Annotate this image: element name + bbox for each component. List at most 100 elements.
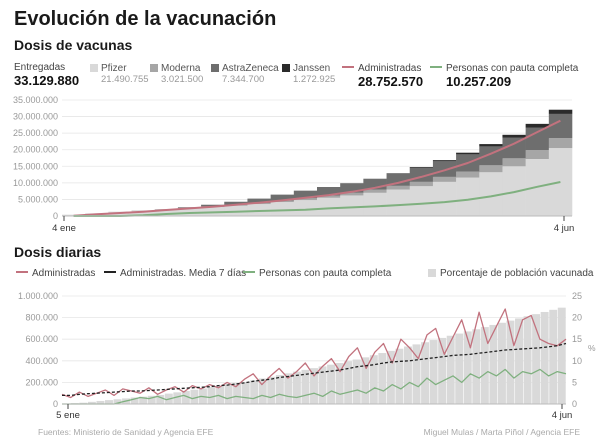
legend-moderna-label: Moderna [161, 63, 201, 74]
legend-entregadas-label: Entregadas [14, 62, 66, 73]
chart2-bar-porcentaje [292, 371, 301, 404]
chart1-bar-moderna [479, 165, 503, 173]
chart2-bar-porcentaje [139, 396, 148, 404]
chart1-line-administradas [73, 119, 561, 217]
chart2-bar-porcentaje [335, 362, 344, 404]
chart2-bar-porcentaje [378, 353, 387, 404]
legend-pauta-value: 10.257.209 [446, 74, 512, 89]
chart2-line-administradas [61, 308, 567, 399]
chart2-bar-porcentaje [463, 331, 472, 404]
chart2-bar-porcentaje [181, 391, 190, 404]
chart2-bar-porcentaje [241, 381, 250, 404]
legend-janssen: Janssen 1.272.925 [282, 63, 335, 85]
chart2-bar-porcentaje [96, 400, 105, 404]
chart1-bar-astrazeneca [502, 137, 526, 159]
chart1-bar-astrazeneca [201, 204, 225, 207]
legend-moderna-value: 3.021.500 [161, 74, 204, 85]
legend2-pauta: Personas con pauta completa [243, 268, 391, 279]
chart1-y-tick-label: 20.000.000 [13, 145, 58, 155]
chart1-bar-janssen [432, 160, 457, 162]
chart1-bar-astrazeneca [432, 161, 457, 177]
moderna-swatch [150, 64, 158, 72]
chart1-x-tick-label: 4 ene [52, 223, 76, 234]
chart1-bar-moderna [432, 176, 457, 182]
astrazeneca-swatch [211, 64, 219, 72]
chart1-bar-moderna [386, 185, 411, 190]
chart1-bar-pfizer [386, 189, 411, 216]
chart2-bar-porcentaje [250, 380, 259, 404]
chart2-bar-porcentaje [455, 333, 464, 404]
chart1-bar-astrazeneca [293, 190, 318, 199]
chart2-bar-porcentaje [310, 368, 318, 404]
chart1-bar-pfizer [293, 200, 318, 216]
chart2-bar-porcentaje [87, 401, 96, 404]
chart1-bar-pfizer [432, 181, 457, 216]
chart1-bar-pfizer [108, 212, 132, 216]
legend2-pct: Porcentaje de población vacunada [428, 268, 593, 279]
legend2-administradas-swatch [16, 271, 28, 273]
chart2-bar-porcentaje [361, 357, 370, 404]
chart1-bar-moderna [317, 195, 341, 198]
chart2-y-tick-label: 0 [53, 399, 58, 409]
chart1-bar-astrazeneca [525, 127, 550, 151]
legend2-media-label: Administradas. Media 7 días [120, 268, 247, 279]
chart1-bar-moderna [340, 192, 364, 196]
chart2-bar-porcentaje [386, 350, 395, 404]
chart1-bar-astrazeneca [270, 194, 295, 201]
chart1-y-tick-label: 5.000.000 [18, 194, 58, 204]
legend-janssen-value: 1.272.925 [293, 74, 336, 85]
legend2-media-swatch [104, 271, 116, 273]
page-title: Evolución de la vacunación [14, 8, 277, 30]
chart2-y2-tick-label: 0 [572, 399, 577, 409]
chart1-bar-astrazeneca [363, 178, 387, 190]
chart2-y2-tick-label: 5 [572, 377, 577, 387]
chart2-y-tick-label: 200.000 [25, 377, 58, 387]
chart2-y2-tick-label: 20 [572, 313, 582, 323]
legend2-media: Administradas. Media 7 días [104, 268, 246, 279]
chart1-bar-astrazeneca [548, 113, 573, 139]
legend-pauta-label: Personas con pauta completa [446, 63, 579, 74]
chart1-bar-astrazeneca [340, 183, 364, 193]
chart1-bar-pfizer [270, 202, 295, 216]
chart2-bar-porcentaje [438, 337, 447, 404]
chart2-x-tick-label: 4 jun [552, 410, 573, 421]
legend-janssen-label: Janssen [293, 63, 331, 74]
legend-administradas-value: 28.752.570 [358, 74, 424, 89]
chart2-bar-porcentaje [403, 346, 412, 404]
chart2-bar-porcentaje [489, 324, 498, 404]
legend-pfizer-value: 21.490.755 [101, 74, 149, 85]
legend2-pauta-swatch [243, 271, 255, 273]
chart2-bar-porcentaje [369, 355, 378, 404]
chart1-bar-pfizer [409, 186, 434, 216]
chart2-bar-porcentaje [275, 375, 284, 404]
chart2-bar-porcentaje [421, 342, 430, 404]
chart2-y2-tick-label: 15 [572, 334, 582, 344]
janssen-swatch [282, 64, 290, 72]
chart2-bar-porcentaje [301, 369, 310, 404]
chart2-bar-porcentaje [267, 376, 276, 404]
chart2-line-media-7-dias [62, 342, 567, 397]
chart1-bar-janssen [479, 144, 503, 147]
administradas-line-swatch [342, 66, 354, 68]
chart2-line-pauta [62, 368, 567, 405]
legend-astrazeneca-label: AstraZeneca [222, 63, 279, 74]
chart2-bar-porcentaje [190, 389, 199, 404]
chart1-line-pauta [73, 181, 561, 217]
chart1-bar-astrazeneca [247, 198, 271, 203]
chart1-bar-janssen [409, 167, 434, 168]
pfizer-swatch [90, 64, 98, 72]
chart1-y-tick-label: 35.000.000 [13, 95, 58, 105]
chart2-bar-porcentaje [105, 400, 113, 404]
chart1-y-tick-label: 30.000.000 [13, 112, 58, 122]
legend2-pct-label: Porcentaje de población vacunada [440, 268, 594, 279]
chart2-y2-unit: % [588, 343, 596, 353]
legend-entregadas: Entregadas 33.129.880 [14, 62, 79, 88]
chart2-bar-porcentaje [233, 383, 242, 404]
legend-astrazeneca: AstraZeneca 7.344.700 [211, 63, 279, 85]
chart2-bar-porcentaje [352, 359, 361, 404]
chart2-bar-porcentaje [506, 320, 515, 404]
legend2-pauta-label: Personas con pauta completa [259, 268, 392, 279]
chart1-bar-astrazeneca [317, 187, 341, 196]
chart1-bar-moderna [456, 171, 480, 178]
